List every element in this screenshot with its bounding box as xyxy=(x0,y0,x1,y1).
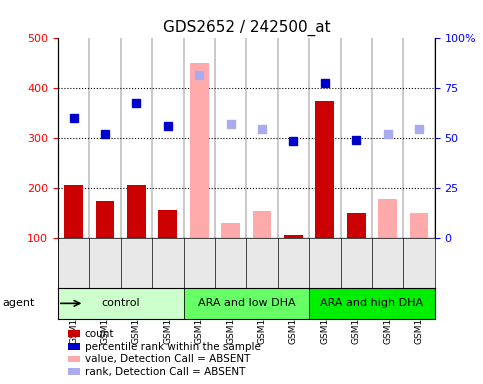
Bar xyxy=(347,213,366,238)
Bar xyxy=(221,223,240,238)
Bar xyxy=(158,210,177,238)
Text: ARA and high DHA: ARA and high DHA xyxy=(320,298,424,308)
Bar xyxy=(190,63,209,238)
Bar xyxy=(315,101,334,238)
Bar xyxy=(284,235,303,238)
Text: ARA and low DHA: ARA and low DHA xyxy=(198,298,295,308)
Text: rank, Detection Call = ABSENT: rank, Detection Call = ABSENT xyxy=(85,367,245,377)
Text: control: control xyxy=(101,298,140,308)
FancyBboxPatch shape xyxy=(184,288,309,319)
FancyBboxPatch shape xyxy=(309,288,435,319)
Bar xyxy=(253,210,271,238)
Title: GDS2652 / 242500_at: GDS2652 / 242500_at xyxy=(162,20,330,36)
Bar xyxy=(378,199,397,238)
Bar xyxy=(410,213,428,238)
Bar xyxy=(96,200,114,238)
Bar xyxy=(64,185,83,238)
Text: agent: agent xyxy=(2,298,35,308)
Text: percentile rank within the sample: percentile rank within the sample xyxy=(85,342,260,352)
Text: value, Detection Call = ABSENT: value, Detection Call = ABSENT xyxy=(85,354,250,364)
Text: count: count xyxy=(85,329,114,339)
Bar xyxy=(127,185,146,238)
FancyBboxPatch shape xyxy=(58,288,184,319)
